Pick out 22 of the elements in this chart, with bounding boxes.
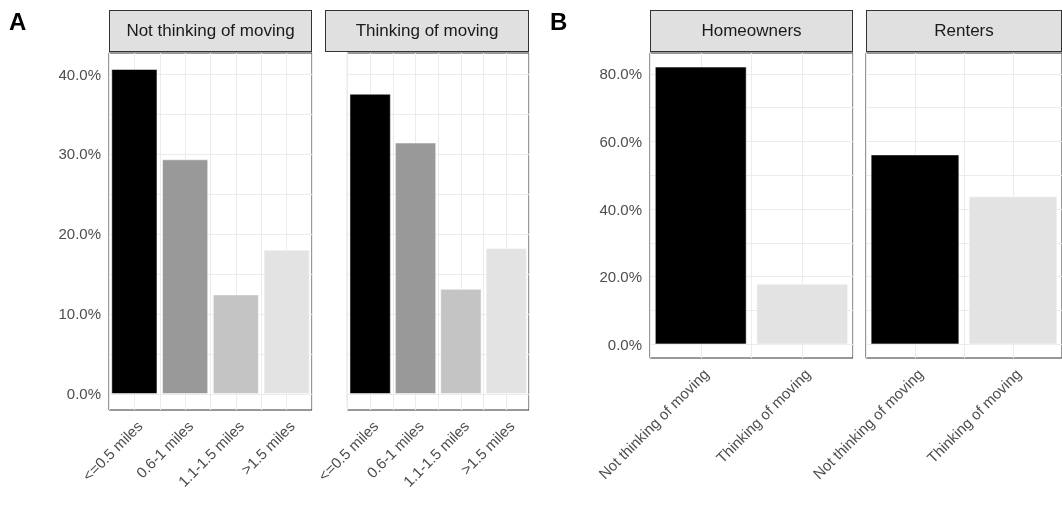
y-tick-label: 20.0% xyxy=(58,225,101,243)
bar xyxy=(440,289,482,394)
bar xyxy=(349,94,391,394)
y-tick-label: 0.0% xyxy=(607,335,642,353)
y-tick-label: 10.0% xyxy=(58,305,101,323)
text: B xyxy=(550,8,568,36)
y-tick-label: 80.0% xyxy=(599,65,642,83)
bar xyxy=(213,294,259,394)
y-tick-label: 30.0% xyxy=(58,145,101,163)
chart-title: Renters xyxy=(866,10,1062,52)
bar xyxy=(395,142,436,394)
y-tick-label: 0.0% xyxy=(66,385,101,403)
y-tick-label: 40.0% xyxy=(599,200,642,218)
bar xyxy=(162,159,208,394)
y-tick-label: 20.0% xyxy=(599,268,642,286)
text: A xyxy=(9,8,27,36)
chart-title: Homeowners xyxy=(650,10,853,52)
chart-title: Not thinking of moving xyxy=(109,10,312,52)
bar xyxy=(111,69,158,394)
chart-title: Thinking of moving xyxy=(325,10,529,52)
y-tick-label: 40.0% xyxy=(58,65,101,83)
y-tick-label: 60.0% xyxy=(599,132,642,150)
